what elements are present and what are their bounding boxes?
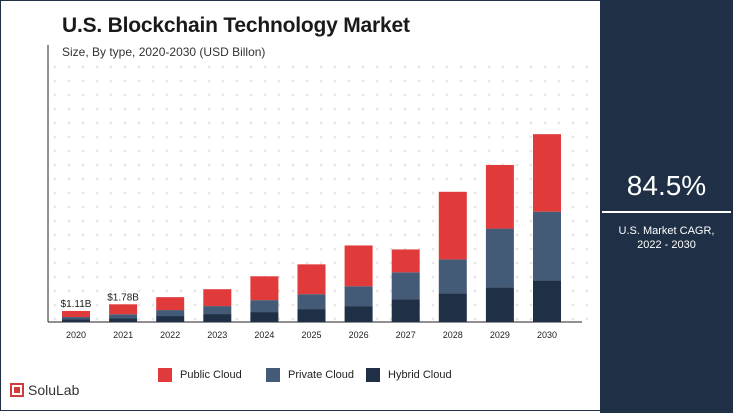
bar-hybrid-cloud-2020 (62, 319, 90, 322)
stacked-bar-chart: 2020 $1.11B 2021 $1.78B 2022 2023 2024 2025 2026… (47, 45, 582, 340)
bar-public-cloud-2023 (203, 289, 232, 307)
x-tick-label-2024: 2024 (254, 330, 274, 340)
x-tick-label-2023: 2023 (207, 330, 227, 340)
bar-public-cloud-2022 (156, 297, 185, 311)
x-tick-label-2025: 2025 (301, 330, 321, 340)
x-tick-label-2027: 2027 (396, 330, 416, 340)
bar-private-cloud-2020 (62, 317, 90, 320)
bar-hybrid-cloud-2026 (344, 306, 373, 322)
legend-swatch-public (158, 368, 172, 382)
solulab-logo: SoluLab (10, 382, 79, 398)
data-label-2021: $1.78B (107, 292, 139, 303)
cagr-divider (602, 211, 731, 213)
x-tick-label-2030: 2030 (537, 330, 557, 340)
bar-hybrid-cloud-2023 (203, 314, 232, 322)
bar-public-cloud-2029 (485, 164, 514, 229)
cagr-value: 84.5% (626, 170, 707, 201)
bar-hybrid-cloud-2030 (533, 280, 561, 322)
bar-public-cloud-2024 (250, 276, 279, 301)
bar-hybrid-cloud-2028 (438, 293, 467, 322)
x-tick-label-2029: 2029 (490, 330, 510, 340)
cagr-label-line2: 2022 - 2030 (637, 239, 696, 251)
legend-label-private: Private Cloud (288, 369, 355, 381)
legend-item-hybrid-cloud: Hybrid Cloud (366, 366, 452, 384)
bar-public-cloud-2020 (62, 310, 90, 318)
bar-private-cloud-2022 (156, 310, 185, 317)
bar-private-cloud-2025 (297, 294, 326, 310)
x-tick-label-2026: 2026 (349, 330, 369, 340)
cagr-panel: 84.5% U.S. Market CAGR, 2022 - 2030 (600, 0, 733, 413)
x-tick-label-2028: 2028 (443, 330, 463, 340)
bar-private-cloud-2030 (533, 211, 561, 281)
bar-private-cloud-2026 (344, 286, 373, 307)
bar-public-cloud-2030 (533, 134, 561, 212)
cagr-label: U.S. Market CAGR, 2022 - 2030 (600, 224, 733, 252)
bar-public-cloud-2021 (109, 304, 138, 315)
legend-label-hybrid: Hybrid Cloud (388, 369, 452, 381)
chart-title: U.S. Blockchain Technology Market (62, 14, 410, 37)
x-tick-label-2020: 2020 (66, 330, 86, 340)
bar-public-cloud-2025 (297, 264, 326, 295)
bar-hybrid-cloud-2021 (109, 318, 138, 322)
logo-icon (10, 383, 24, 397)
bar-hybrid-cloud-2029 (485, 287, 514, 322)
bar-public-cloud-2027 (391, 249, 420, 273)
legend-item-private-cloud: Private Cloud (266, 366, 354, 384)
bar-private-cloud-2028 (438, 259, 467, 294)
bar-private-cloud-2023 (203, 306, 232, 315)
bar-public-cloud-2026 (344, 245, 373, 287)
bar-hybrid-cloud-2025 (297, 309, 326, 322)
logo-text: SoluLab (28, 382, 80, 398)
bar-private-cloud-2029 (485, 228, 514, 288)
x-tick-label-2022: 2022 (160, 330, 180, 340)
bar-private-cloud-2024 (250, 300, 279, 313)
x-tick-label-2021: 2021 (113, 330, 133, 340)
bar-hybrid-cloud-2022 (156, 316, 185, 322)
bar-public-cloud-2028 (438, 191, 467, 260)
data-label-2020: $1.11B (61, 299, 92, 310)
bar-private-cloud-2021 (109, 314, 138, 319)
legend-label-public: Public Cloud (180, 369, 242, 381)
bar-hybrid-cloud-2024 (250, 312, 279, 322)
legend-swatch-hybrid (366, 368, 380, 382)
legend-item-public-cloud: Public Cloud (158, 366, 242, 384)
legend-swatch-private (266, 368, 280, 382)
bar-hybrid-cloud-2027 (391, 299, 420, 322)
cagr-label-line1: U.S. Market CAGR, (618, 225, 715, 237)
bar-private-cloud-2027 (391, 272, 420, 300)
chart-subtitle: Size, By type, 2020-2030 (USD Billon) (62, 45, 266, 59)
